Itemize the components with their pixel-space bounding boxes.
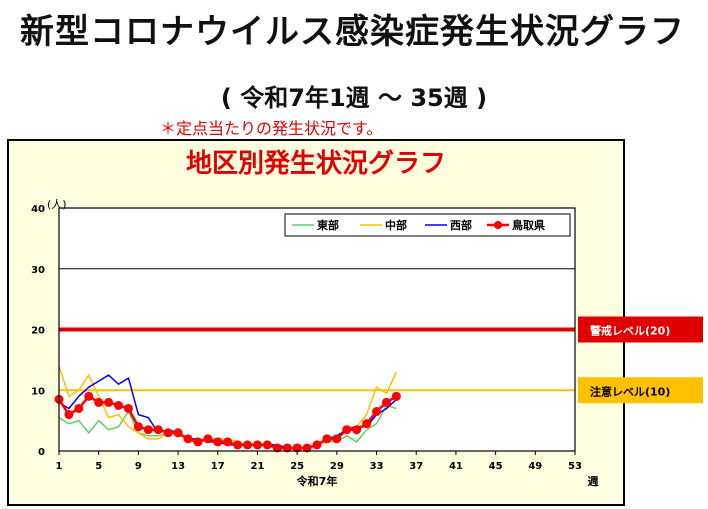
axes: 0 10 20 30 40 (人) 1 5 9 13 17 21 25 29 33 37 41 45 49 53 令和7… (31, 198, 598, 488)
plot-border (58, 207, 576, 452)
data-point (203, 434, 213, 444)
series-lines (54, 365, 401, 453)
chart-title: 地区別発生状況グラフ (186, 149, 446, 179)
data-point (123, 403, 133, 413)
data-point (233, 440, 243, 450)
x-tick-label: 17 (211, 461, 225, 472)
x-tick-label: 5 (95, 461, 102, 472)
data-point (193, 437, 203, 447)
data-point (183, 434, 193, 444)
footnote: ＊定点当たりの発生状況です。 (160, 119, 383, 138)
x-tick-label: 49 (528, 461, 542, 472)
data-point (332, 434, 342, 444)
reference-label: 警戒レベル(20) (589, 324, 670, 338)
reference-label-box (578, 316, 703, 343)
y-tick-label: 40 (31, 204, 45, 215)
data-point (64, 410, 74, 420)
reference-label: 注意レベル(10) (590, 384, 670, 398)
x-axis-label: 令和7年 (296, 474, 338, 488)
data-point (223, 437, 233, 447)
data-point (352, 425, 362, 435)
data-point (143, 425, 153, 435)
data-point (243, 440, 253, 450)
data-point (84, 391, 94, 401)
legend-label: 鳥取県 (512, 218, 545, 232)
data-point (302, 443, 312, 453)
x-tick-label: 37 (409, 461, 423, 472)
legend-label: 中部 (385, 218, 407, 232)
reference-lines: 警戒レベル(20) 注意レベル(10) (59, 316, 703, 404)
data-point (133, 422, 143, 432)
x-tick-label: 53 (568, 461, 582, 472)
legend-label: 東部 (317, 218, 339, 232)
data-point (153, 425, 163, 435)
legend: 東部 中部 西部 鳥取県 (284, 213, 571, 237)
data-point (272, 443, 282, 453)
y-axis-unit: (人) (47, 198, 67, 211)
main-title: 新型コロナウイルス感染症発生状況グラフ (20, 12, 685, 52)
y-tick-label: 0 (38, 447, 45, 458)
data-point (262, 440, 272, 450)
y-tick-label: 10 (31, 386, 45, 397)
data-point (322, 434, 332, 444)
data-point (104, 397, 114, 407)
data-point (94, 397, 104, 407)
data-point (173, 428, 183, 438)
data-point (312, 440, 322, 450)
y-tick-label: 30 (31, 265, 45, 276)
x-tick-label: 29 (330, 461, 344, 472)
x-tick-label: 25 (290, 461, 304, 472)
data-point (292, 443, 302, 453)
data-point (342, 425, 352, 435)
data-point (362, 419, 372, 429)
data-point (252, 440, 262, 450)
x-tick-label: 9 (135, 461, 142, 472)
y-tick-label: 20 (31, 326, 45, 337)
data-point (74, 403, 84, 413)
x-tick-label: 45 (489, 461, 503, 472)
data-point (282, 443, 292, 453)
data-point (163, 428, 173, 438)
data-point (381, 397, 391, 407)
x-tick-label: 13 (171, 461, 185, 472)
x-tick-label: 21 (251, 461, 265, 472)
x-tick-label: 33 (370, 461, 384, 472)
legend-label: 西部 (450, 218, 472, 232)
reference-label-box (578, 377, 703, 404)
x-tick-label: 1 (56, 461, 63, 472)
x-tick-label: 41 (449, 461, 463, 472)
data-point (391, 391, 401, 401)
data-point (213, 437, 223, 447)
legend-marker (494, 221, 502, 229)
data-point (372, 407, 382, 417)
data-point (114, 400, 124, 410)
period-subtitle: ( 令和7年1週 ～ 35週 ) (220, 84, 488, 112)
x-axis-unit: 週 (588, 474, 599, 488)
